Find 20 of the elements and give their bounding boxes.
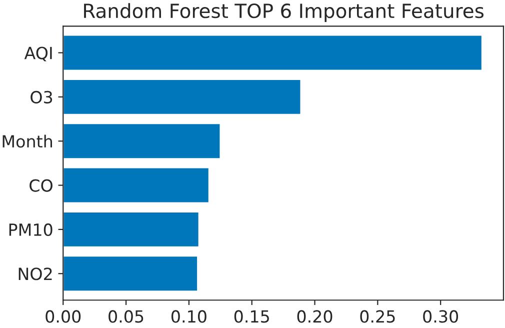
bar bbox=[63, 122, 222, 160]
bar bbox=[63, 211, 200, 248]
y-tick-label: CO bbox=[30, 179, 52, 192]
y-tick-label: NO2 bbox=[18, 268, 52, 280]
bar bbox=[63, 34, 483, 72]
chart-title: Random Forest TOP 6 Important Features bbox=[84, 3, 484, 22]
x-tick-label: 0.05 bbox=[108, 310, 144, 323]
bar bbox=[63, 166, 210, 204]
x-tick-label: 0.30 bbox=[423, 310, 458, 323]
y-tick-label: AQI bbox=[24, 46, 52, 62]
x-tick-label: 0.10 bbox=[171, 310, 206, 323]
bar bbox=[63, 78, 302, 116]
y-tick-label: PM10 bbox=[9, 223, 52, 236]
x-tick-label: 0.20 bbox=[297, 310, 332, 323]
x-tick-label: 0.25 bbox=[360, 310, 395, 323]
x-tick-label: 0.15 bbox=[234, 310, 269, 323]
y-tick-label: Month bbox=[2, 134, 52, 148]
y-tick-label: O3 bbox=[30, 90, 52, 104]
x-tick-label: 0.00 bbox=[46, 310, 81, 323]
bar bbox=[63, 255, 198, 292]
